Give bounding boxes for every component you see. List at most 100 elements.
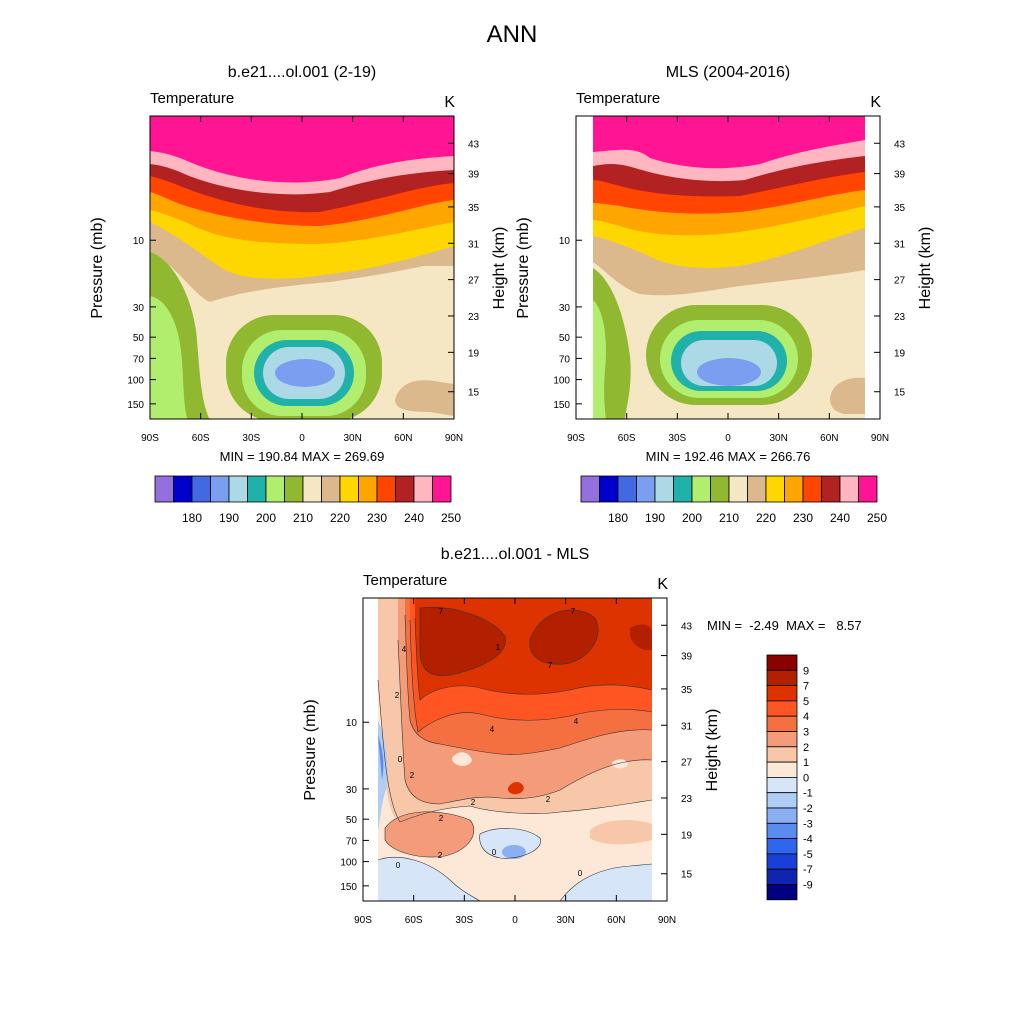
colorbar-label: 2 [803,742,809,754]
contour-label: 2 [471,798,476,807]
contour-label: 7 [439,607,444,616]
colorbar-label: 220 [330,511,350,525]
colorbar-label: 240 [404,511,424,525]
y-tick-label: 100 [340,858,357,869]
y-right-tick-label: 35 [468,203,480,214]
colorbar-label: 9 [803,665,809,677]
contour-label: 2 [546,795,551,804]
colorbar-swatch [766,884,798,901]
y-right-tick-label: 43 [681,621,693,632]
y-axis-label: Pressure (mb) [302,699,319,800]
y-right-tick-label: 19 [681,830,693,841]
colorbar-label: -4 [803,834,813,846]
colorbar-label: 5 [803,696,809,708]
y-axis-label: Pressure (mb) [89,217,106,318]
panel-title: b.e21....ol.001 - MLS [441,546,590,563]
x-tick-label: 30S [242,433,260,444]
figure-title: ANN [487,21,538,48]
colorbar-label: 1 [803,757,809,769]
colorbar-swatch [766,669,798,686]
y-tick-label: 100 [127,376,144,387]
colorbar-swatch [247,475,267,503]
x-tick-label: 30N [769,433,787,444]
contour-label: 0 [398,755,403,764]
min-max-stats: MIN = 190.84 MAX = 269.69 [220,449,385,464]
colorbar-label: -1 [803,788,813,800]
colorbar-swatch [599,475,619,503]
y-tick-label: 70 [559,354,571,365]
colorbar-label: 230 [367,511,387,525]
y-tick-label: 30 [559,303,571,314]
y-tick-label: 30 [133,303,145,314]
colorbar-label: 3 [803,727,809,739]
contour-label: 2 [439,814,444,823]
colorbar-label: 190 [645,511,665,525]
contour-fill [576,116,880,419]
variable-label: Temperature [576,90,660,107]
panel-title: MLS (2004-2016) [666,64,791,81]
contour-label: 2 [438,851,443,860]
x-tick-label: 60N [820,433,838,444]
min-max-stats: MIN = -2.49 MAX = 8.57 [707,618,862,633]
colorbar-swatch [784,475,804,503]
colorbar-label: 250 [867,511,887,525]
colorbar-swatch [766,685,798,702]
colorbar-swatch [339,475,359,503]
x-tick-label: 60S [192,433,210,444]
y-right-tick-label: 15 [681,870,693,881]
colorbar-swatch [191,475,211,503]
y-right-tick-label: 27 [681,758,693,769]
y-right-tick-label: 15 [894,388,906,399]
colorbar-label: -2 [803,803,813,815]
colorbar-swatch [173,475,193,503]
colorbar-swatch [302,475,322,503]
y-right-tick-label: 35 [894,203,906,214]
colorbar-label: -3 [803,818,813,830]
colorbar-swatch [728,475,748,503]
contour-label: 2 [395,691,400,700]
colorbar-swatch [766,761,798,778]
colorbar-label: 220 [756,511,776,525]
colorbar-swatch [802,475,822,503]
contour-label: 1 [496,643,501,652]
contour-label: 7 [571,607,576,616]
y-right-tick-label: 39 [681,652,693,663]
contour-label: 4 [402,645,407,654]
colorbar-label: 210 [293,511,313,525]
colorbar-swatch [747,475,767,503]
x-tick-label: 60S [405,915,423,926]
y-right-tick-label: 23 [468,312,480,323]
x-tick-label: 0 [299,433,305,444]
colorbar-label: 210 [719,511,739,525]
x-tick-label: 90N [658,915,676,926]
colorbar-swatch [765,475,785,503]
colorbar-swatch [766,777,798,794]
contour-fill: 7 7 7 4 4 4 2 2 2 2 2 2 0 0 0 0 1 [363,598,667,901]
colorbar-swatch [766,853,798,870]
x-tick-label: 60N [607,915,625,926]
colorbar-label: 240 [830,511,850,525]
colorbar-swatch [766,792,798,809]
y-tick-label: 10 [346,718,358,729]
colorbar-label: -9 [803,880,813,892]
y-tick-label: 50 [559,333,571,344]
y-tick-label: 150 [127,400,144,411]
colorbar-swatch [858,475,878,503]
y-right-tick-label: 31 [894,239,906,250]
colorbar-swatch [636,475,656,503]
x-tick-label: 30S [668,433,686,444]
colorbar-swatch [154,475,174,503]
y-tick-label: 50 [133,333,145,344]
colorbar-swatch [766,868,798,885]
units-label: K [657,576,668,593]
y-axis-right-label: Height (km) [491,227,508,310]
y-right-tick-label: 23 [681,794,693,805]
y-tick-label: 70 [133,354,145,365]
x-tick-label: 90N [445,433,463,444]
colorbar-swatch [766,746,798,763]
colorbar-label: 250 [441,511,461,525]
x-tick-label: 30N [556,915,574,926]
colorbar-swatch [691,475,711,503]
colorbar-swatch [821,475,841,503]
y-right-tick-label: 31 [468,239,480,250]
